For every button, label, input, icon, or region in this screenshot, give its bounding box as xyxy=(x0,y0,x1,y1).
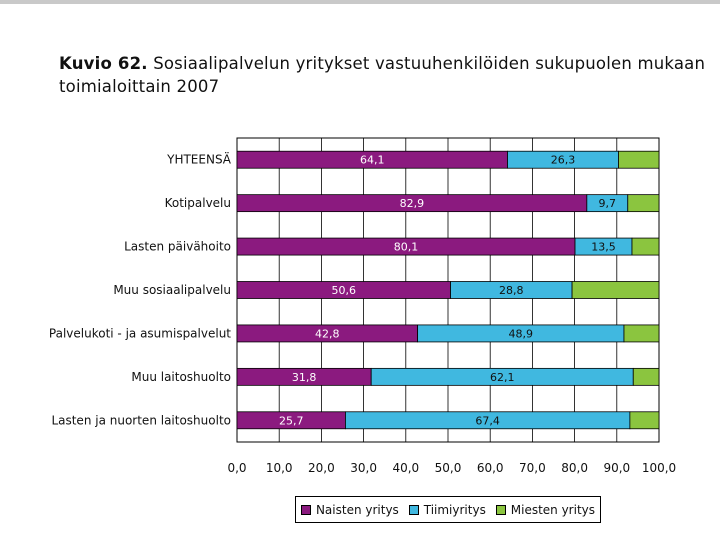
category-label: YHTEENSÄ xyxy=(166,152,232,167)
data-label: 50,6 xyxy=(332,284,357,297)
figure-number: Kuvio 62. xyxy=(59,54,148,73)
data-label: 64,1 xyxy=(360,154,385,167)
data-label: 62,1 xyxy=(490,371,515,384)
data-label: 28,8 xyxy=(499,284,524,297)
bar-segment xyxy=(632,367,660,386)
legend-swatch-naisten xyxy=(300,504,311,515)
legend-label-naisten: Naisten yritys xyxy=(315,502,399,517)
data-label: 42,8 xyxy=(315,327,340,340)
legend-swatch-miesten xyxy=(495,504,506,515)
legend-swatch-tiimi xyxy=(408,504,419,515)
bar-segment xyxy=(571,281,660,299)
bar-segment xyxy=(627,194,660,213)
x-tick-label: 90,0 xyxy=(603,461,630,475)
x-tick-label: 0,0 xyxy=(227,461,246,475)
bar-segment xyxy=(629,411,660,430)
top-rule xyxy=(0,0,720,4)
chart-title: Kuvio 62. Sosiaalipalvelun yritykset vas… xyxy=(59,52,709,98)
data-label: 82,9 xyxy=(400,197,425,210)
x-tick-label: 80,0 xyxy=(561,461,588,475)
data-label: 48,9 xyxy=(509,327,534,340)
legend-label-tiimi: Tiimiyritys xyxy=(423,502,486,517)
category-label: Lasten päivähoito xyxy=(124,240,231,254)
data-label: 13,5 xyxy=(591,241,616,254)
figure-caption: Sosiaalipalvelun yritykset vastuuhenkilö… xyxy=(59,54,706,96)
data-label: 80,1 xyxy=(394,241,419,254)
data-label: 31,8 xyxy=(292,371,317,384)
legend-item-tiimi: Tiimiyritys xyxy=(408,502,486,517)
x-tick-label: 60,0 xyxy=(477,461,504,475)
data-label: 25,7 xyxy=(279,414,304,427)
bar-segment xyxy=(631,237,660,256)
legend-item-miesten: Miesten yritys xyxy=(495,502,596,517)
x-tick-label: 20,0 xyxy=(308,461,335,475)
x-tick-label: 70,0 xyxy=(519,461,546,475)
legend: Naisten yritys Tiimiyritys Miesten yrity… xyxy=(295,496,601,523)
x-tick-label: 10,0 xyxy=(266,461,293,475)
x-tick-label: 40,0 xyxy=(392,461,419,475)
data-label: 67,4 xyxy=(475,414,500,427)
legend-label-miesten: Miesten yritys xyxy=(510,502,596,517)
data-label: 9,7 xyxy=(599,197,617,210)
bar-segment xyxy=(618,150,660,169)
category-label: Kotipalvelu xyxy=(165,196,231,210)
category-label: Lasten ja nuorten laitoshuolto xyxy=(51,413,231,427)
x-tick-label: 50,0 xyxy=(435,461,462,475)
x-tick-label: 30,0 xyxy=(350,461,377,475)
data-label: 26,3 xyxy=(551,154,576,167)
category-label: Palvelukoti - ja asumispalvelut xyxy=(49,326,231,340)
category-label: Muu sosiaalipalvelu xyxy=(113,283,231,297)
category-label: Muu laitoshuolto xyxy=(131,370,231,384)
legend-item-naisten: Naisten yritys xyxy=(300,502,399,517)
bar-segment xyxy=(623,324,660,343)
x-tick-label: 100,0 xyxy=(642,461,676,475)
